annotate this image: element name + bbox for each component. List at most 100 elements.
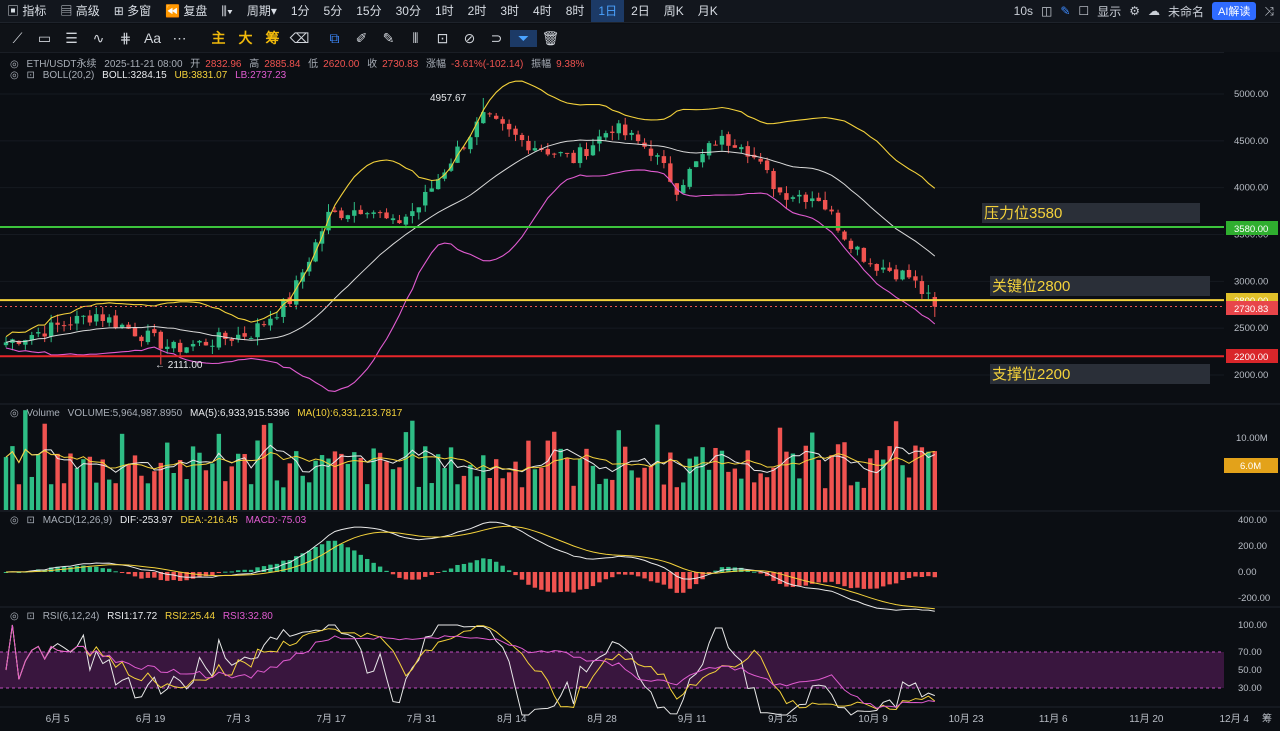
- macd-histogram-bar: [229, 571, 234, 573]
- macd-histogram-bar: [887, 572, 892, 585]
- boll-ub-value: UB:3831.07: [174, 70, 228, 81]
- close-label: 收: [367, 59, 378, 70]
- volume-bar: [384, 461, 389, 510]
- grid-tool-icon[interactable]: ⋕: [119, 29, 132, 46]
- big-order-button[interactable]: 大: [238, 30, 253, 46]
- period-8h[interactable]: 8时: [565, 4, 585, 18]
- candle-body: [932, 296, 937, 307]
- period-2h[interactable]: 2时: [467, 4, 487, 18]
- macd-histogram-bar: [158, 572, 163, 581]
- lock-small-icon[interactable]: ⊡: [26, 70, 35, 81]
- copy-tool-icon[interactable]: ⧉: [329, 29, 340, 46]
- wave-tool-icon[interactable]: ∿: [92, 29, 105, 46]
- macd-histogram-bar: [190, 572, 196, 579]
- volume-bar: [881, 459, 886, 510]
- period-1d[interactable]: 1日: [591, 0, 625, 22]
- brush-tool-icon[interactable]: ✐: [355, 29, 368, 46]
- candle-body: [577, 147, 583, 164]
- period-15m[interactable]: 15分: [356, 4, 382, 18]
- settings-icon[interactable]: ⚙: [1129, 4, 1140, 18]
- eye-icon[interactable]: ◎: [10, 59, 19, 70]
- erase-tool-icon[interactable]: ⌫: [289, 29, 310, 46]
- period-30m[interactable]: 30分: [395, 4, 421, 18]
- macd-axis-label: -200.00: [1238, 593, 1270, 604]
- period-1h[interactable]: 1时: [434, 4, 454, 18]
- line-tool-icon[interactable]: ⟋: [12, 29, 23, 46]
- period-4h[interactable]: 4时: [533, 4, 552, 18]
- support-note-box[interactable]: [990, 364, 1210, 384]
- candle-body: [494, 115, 499, 119]
- pencil-tool-icon[interactable]: ✎: [382, 29, 395, 46]
- text-tool-icon[interactable]: Aa: [143, 30, 162, 46]
- candle-body: [661, 156, 667, 163]
- lock-small-icon[interactable]: ⊡: [26, 515, 35, 526]
- unnamed-layout[interactable]: 未命名: [1167, 4, 1204, 19]
- lock-icon[interactable]: ⊡: [436, 29, 449, 46]
- filter-icon[interactable]: ⏷: [510, 29, 537, 47]
- time-axis-label: 6月 5: [46, 713, 70, 725]
- main-force-button[interactable]: 主: [211, 30, 226, 46]
- link-icon[interactable]: ⊘: [463, 29, 476, 46]
- cloud-icon[interactable]: ☁: [1147, 4, 1160, 18]
- macd-info-line: ◎ ⊡ MACD(12,26,9) DIF:-253.97 DEA:-216.4…: [10, 515, 311, 526]
- bars-tool-icon[interactable]: ⫴: [412, 29, 419, 46]
- period-dropdown[interactable]: 周期▾: [246, 4, 277, 18]
- candle-body: [868, 263, 873, 265]
- advanced-button[interactable]: ▤ 高级: [60, 4, 100, 18]
- interval-label[interactable]: 10s: [1013, 4, 1034, 18]
- magnet-icon[interactable]: ⊃: [490, 29, 503, 46]
- eye-icon[interactable]: ◎: [10, 70, 19, 81]
- macd-histogram-bar: [306, 550, 312, 572]
- macd-histogram-bar: [687, 572, 692, 589]
- key-note-box[interactable]: [990, 276, 1210, 296]
- candle-body: [519, 134, 525, 141]
- replay-button[interactable]: ⏪ 复盘: [165, 4, 208, 18]
- rsi2-value: RSI2:25.44: [165, 611, 216, 622]
- volume-bar: [713, 447, 718, 510]
- display-button[interactable]: 显示: [1097, 4, 1122, 19]
- pen-icon[interactable]: ✎: [1060, 4, 1071, 18]
- macd-histogram-bar: [758, 572, 763, 574]
- eye-icon[interactable]: ◎: [10, 611, 19, 622]
- resistance-note-box[interactable]: [982, 203, 1200, 223]
- support-tag: 2200.00: [1234, 352, 1268, 363]
- period-5m[interactable]: 5分: [323, 4, 343, 18]
- candle-body: [603, 133, 609, 138]
- rect-tool-icon[interactable]: ▭: [37, 29, 52, 46]
- volume-bar: [552, 431, 557, 510]
- eye-icon[interactable]: ◎: [10, 515, 19, 526]
- volume-bar: [190, 446, 196, 510]
- lock-small-icon[interactable]: ⊡: [26, 611, 35, 622]
- volume-bar: [145, 483, 151, 510]
- period-week[interactable]: 周K: [663, 4, 684, 18]
- eye-icon[interactable]: ◎: [10, 408, 19, 419]
- share-icon[interactable]: ⤨: [1264, 3, 1274, 18]
- trash-icon[interactable]: 🗑: [541, 29, 560, 46]
- candle-body: [861, 247, 867, 262]
- volume-bar: [410, 420, 415, 510]
- volume-bar: [339, 453, 344, 510]
- macd-histogram-bar: [319, 544, 325, 572]
- period-2d[interactable]: 2日: [631, 4, 650, 18]
- edit-icon[interactable]: ☐: [1078, 4, 1090, 18]
- macd-histogram-bar: [790, 572, 796, 587]
- more-tool-icon[interactable]: ⋯: [172, 29, 187, 46]
- period-month[interactable]: 月K: [697, 4, 718, 18]
- chip-button[interactable]: 筹: [265, 30, 280, 46]
- macd-histogram-bar: [474, 560, 480, 572]
- indicator-button[interactable]: ▣ 指标: [7, 4, 47, 18]
- multi-window-button[interactable]: ⊞ 多窗: [113, 4, 152, 18]
- chart-type-button[interactable]: ⫼▾: [221, 4, 233, 18]
- volume-bar: [377, 452, 383, 510]
- fib-tool-icon[interactable]: ☰: [65, 29, 78, 46]
- candle-body: [403, 216, 409, 225]
- period-3h[interactable]: 3时: [500, 4, 520, 18]
- macd-histogram-bar: [913, 572, 918, 577]
- resistance-tag: 3580.00: [1234, 224, 1268, 235]
- camera-icon[interactable]: ◫: [1041, 4, 1053, 18]
- volume-bar: [545, 440, 550, 510]
- key-tag-bg: [1226, 293, 1278, 307]
- volume-bar: [629, 470, 634, 510]
- period-1m[interactable]: 1分: [290, 4, 310, 18]
- ai-analysis-button[interactable]: AI解读: [1211, 2, 1257, 20]
